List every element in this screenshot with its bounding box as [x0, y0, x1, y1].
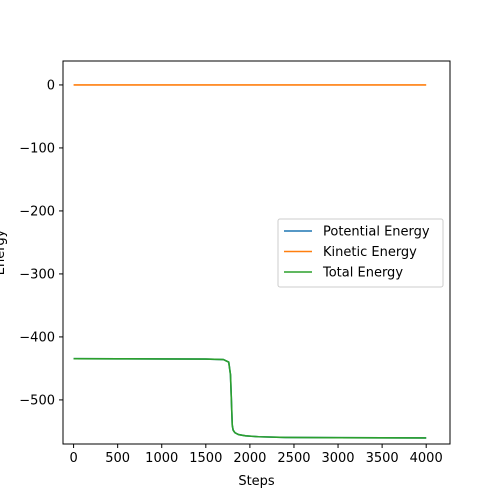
ticks-layer: 0 500 1000 1500 2000 2500 3000 3500 4000 0 −100 −20… — [19, 78, 442, 466]
x-tick-label: 3000 — [321, 451, 354, 466]
series-line-total-energy — [73, 357, 427, 439]
y-tick-label: −500 — [19, 393, 55, 408]
x-tick-label: 0 — [69, 451, 77, 466]
x-axis-label: Steps — [238, 474, 275, 489]
legend: Potential Energy Kinetic Energy Total Ener… — [277, 218, 444, 288]
y-tick-label: −300 — [19, 267, 55, 282]
x-tick-label: 4000 — [410, 451, 443, 466]
legend-box — [277, 218, 444, 288]
y-tick-label: 0 — [47, 78, 55, 93]
x-tick-label: 1000 — [145, 451, 178, 466]
y-tick-label: −400 — [19, 330, 55, 345]
legend-entry: Potential Energy — [323, 225, 430, 240]
x-tick-label: 500 — [105, 451, 130, 466]
x-tick-label: 2500 — [277, 451, 310, 466]
y-axis-label: Energy — [0, 229, 8, 275]
legend-entry: Kinetic Energy — [323, 245, 417, 260]
x-tick-label: 2000 — [233, 451, 266, 466]
axes-frame — [62, 60, 451, 445]
x-tick-label: 3500 — [366, 451, 399, 466]
y-tick-label: −100 — [19, 141, 55, 156]
x-tick-label: 1500 — [189, 451, 222, 466]
plot-layer — [73, 84, 427, 439]
y-tick-label: −200 — [19, 204, 55, 219]
legend-entry: Total Energy — [322, 266, 403, 281]
